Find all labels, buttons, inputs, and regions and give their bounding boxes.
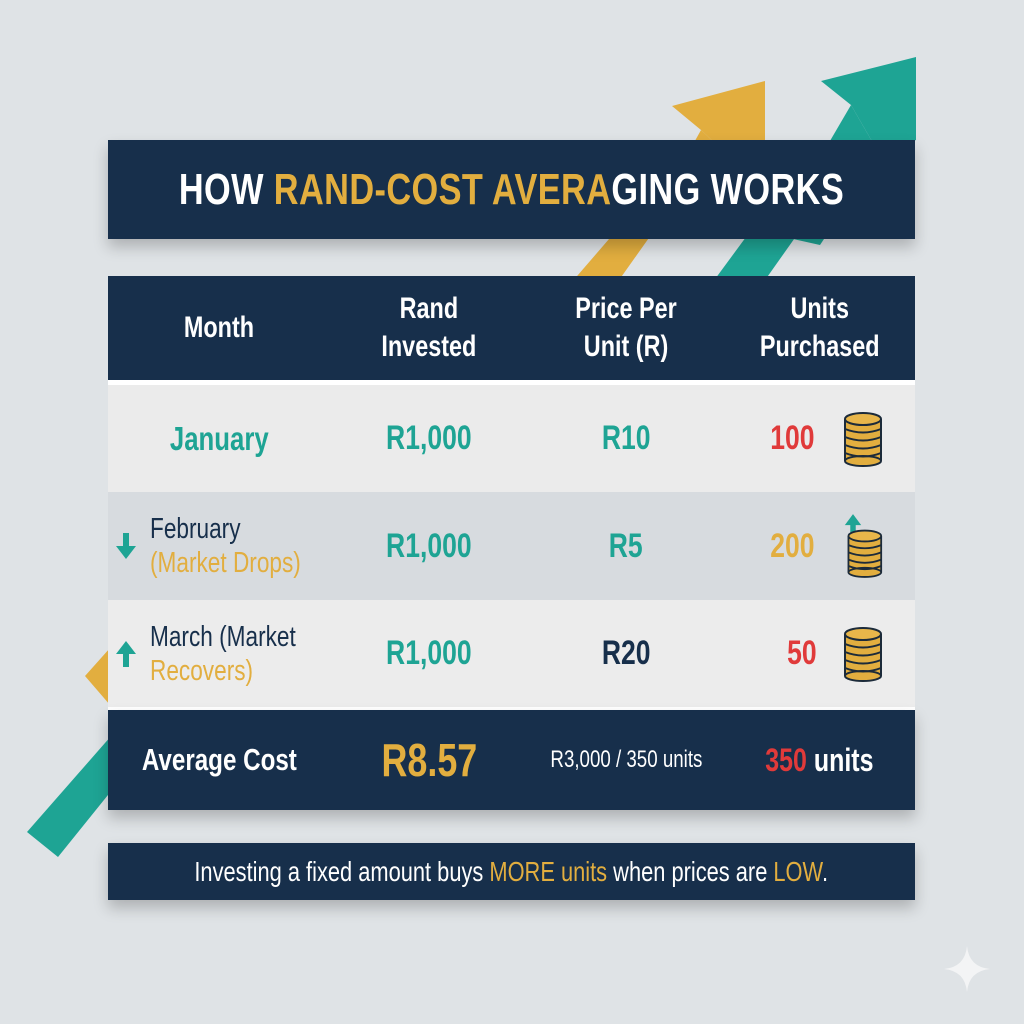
coin-stack-icon bbox=[844, 626, 882, 682]
average-cost-value: R8.57 bbox=[381, 734, 477, 786]
month-cell: March (Market Recovers) bbox=[108, 620, 330, 688]
month-cell: January bbox=[108, 420, 330, 458]
page-title: HOW RAND-COST AVERAGING WORKS bbox=[179, 165, 844, 215]
arrow-up-icon bbox=[116, 640, 136, 667]
month-label: March (Market bbox=[150, 620, 296, 653]
month-note: Recovers) bbox=[150, 654, 254, 687]
title-text-highlight: RAND-COST AVERA bbox=[273, 164, 612, 214]
dca-table: Month Rand Invested Price Per Unit (R) Uni… bbox=[108, 276, 915, 810]
rand-invested-cell: R1,000 bbox=[386, 419, 472, 457]
gold-arrowhead-left-icon bbox=[85, 648, 110, 705]
rand-invested-cell: R1,000 bbox=[386, 634, 472, 672]
price-per-unit-cell: R20 bbox=[601, 634, 651, 672]
month-note: (Market Drops) bbox=[150, 547, 301, 579]
price-per-unit-cell: R5 bbox=[609, 526, 643, 565]
summary-divider bbox=[108, 707, 915, 710]
month-label: February bbox=[150, 513, 241, 545]
title-banner: HOW RAND-COST AVERAGING WORKS bbox=[108, 140, 915, 239]
teal-arrow-shaft-left-icon bbox=[27, 735, 112, 857]
units-value: 100 bbox=[770, 419, 815, 457]
column-header-month: Month bbox=[183, 311, 255, 344]
takeaway-text: Investing a fixed amount buys MORE units… bbox=[194, 855, 829, 887]
month-label: January bbox=[169, 419, 269, 457]
title-text-part3: GING WORKS bbox=[611, 164, 845, 214]
rand-invested-cell: R1,000 bbox=[386, 526, 472, 565]
header-divider bbox=[108, 380, 915, 385]
sparkle-icon bbox=[944, 946, 990, 992]
coin-stack-icon bbox=[844, 411, 882, 467]
total-units: 350 units bbox=[765, 741, 874, 778]
column-header-units-purchased: Units Purchased bbox=[759, 292, 880, 363]
table-row: March (Market Recovers) R1,000 R20 50 bbox=[108, 600, 915, 707]
table-row: February (Market Drops) R1,000 R5 200 bbox=[108, 492, 915, 600]
coin-stack-up-icon bbox=[844, 514, 883, 578]
arrow-down-icon bbox=[116, 533, 136, 559]
column-header-rand-invested: Rand Invested bbox=[381, 292, 477, 363]
month-cell: February (Market Drops) bbox=[108, 512, 330, 580]
average-cost-label: Average Cost bbox=[141, 742, 297, 777]
units-value: 50 bbox=[787, 634, 817, 672]
units-value: 200 bbox=[770, 526, 815, 565]
units-purchased-cell: 200 bbox=[724, 511, 915, 581]
table-header-row: Month Rand Invested Price Per Unit (R) Uni… bbox=[108, 276, 915, 380]
takeaway-banner: Investing a fixed amount buys MORE units… bbox=[108, 843, 915, 900]
average-cost-calculation: R3,000 / 350 units bbox=[550, 746, 702, 773]
table-row: January R1,000 R10 100 bbox=[108, 385, 915, 492]
title-text-part1: HOW bbox=[178, 164, 274, 214]
price-per-unit-cell: R10 bbox=[601, 419, 651, 457]
summary-row: Average Cost R8.57 R3,000 / 350 units 35… bbox=[108, 710, 915, 810]
units-purchased-cell: 50 bbox=[724, 626, 915, 682]
column-header-price-per-unit: Price Per Unit (R) bbox=[575, 292, 677, 363]
units-purchased-cell: 100 bbox=[724, 411, 915, 467]
